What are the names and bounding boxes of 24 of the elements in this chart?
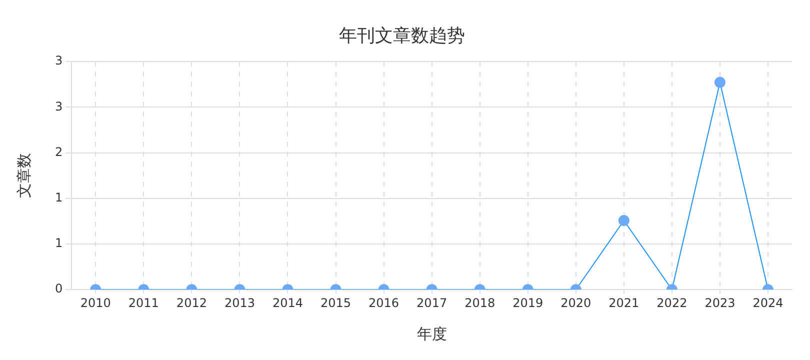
x-tick-label: 2010 <box>80 296 111 310</box>
x-tick-label: 2012 <box>176 296 207 310</box>
x-tick-label: 2016 <box>368 296 400 310</box>
x-tick-label: 2022 <box>656 296 688 310</box>
y-tick-label: 2 <box>54 144 63 159</box>
chart-title: 年刊文章数趋势 <box>339 25 465 46</box>
x-tick-label: 2021 <box>608 296 640 310</box>
y-tick-label: 3 <box>54 54 63 68</box>
x-axis-title: 年度 <box>416 324 447 343</box>
x-tick-label: 2014 <box>272 296 304 310</box>
x-tick-label: 2018 <box>464 296 496 310</box>
x-tick-label: 2020 <box>560 296 592 310</box>
x-tick-label: 2015 <box>320 296 352 310</box>
y-axis-title: 文章数 <box>14 153 33 198</box>
x-tick-label: 2023 <box>704 296 736 310</box>
y-tick-label: 0 <box>54 282 63 296</box>
x-tick-label: 2019 <box>512 296 544 310</box>
x-tick-label: 2013 <box>224 296 255 310</box>
y-tick-label: 3 <box>54 99 63 114</box>
y-tick-label: 1 <box>54 190 63 205</box>
x-tick-label: 2011 <box>128 296 159 310</box>
x-tick-label: 2017 <box>416 296 448 310</box>
x-tick-label: 2024 <box>752 296 784 310</box>
y-tick-label: 1 <box>54 236 63 250</box>
